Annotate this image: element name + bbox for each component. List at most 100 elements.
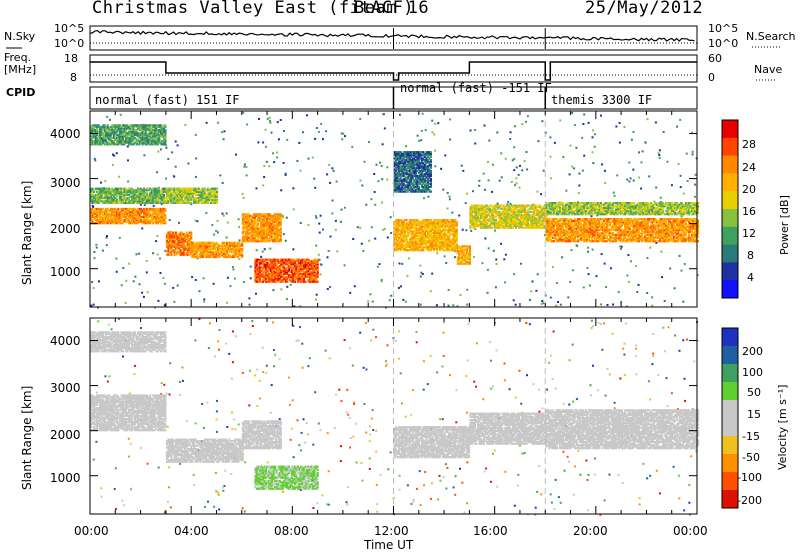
- power-cell-8: [443, 239, 446, 242]
- power-cell-2: [127, 130, 130, 133]
- power-cell-4: [216, 201, 219, 204]
- power-cell-0: [159, 212, 162, 215]
- power-speckle: [459, 294, 462, 296]
- power-cell-6: [272, 218, 275, 221]
- power-cell-6: [269, 213, 272, 216]
- power-cell-9: [393, 174, 396, 177]
- power-cell-4: [211, 187, 214, 190]
- power-cell-7: [312, 280, 315, 283]
- power-cell-0: [97, 207, 100, 211]
- power-cell-1: [138, 200, 141, 203]
- power-cell-3: [190, 231, 193, 234]
- power-cell-8: [408, 244, 411, 247]
- power-cell-6: [258, 219, 261, 222]
- power-cell-2: [115, 129, 118, 132]
- power-cell-8: [436, 241, 439, 244]
- power-cell-2: [115, 133, 118, 136]
- power-cell-8: [449, 222, 452, 225]
- power-cell-2: [138, 141, 141, 144]
- power-cell-8: [423, 233, 426, 236]
- power-cell-4: [193, 190, 196, 193]
- power-cell-8: [445, 228, 448, 231]
- power-cell-5: [207, 254, 210, 257]
- power-speckle: [314, 215, 317, 218]
- power-cell-7: [263, 258, 266, 261]
- power-cell-6: [258, 232, 261, 235]
- power-cell-8: [411, 234, 414, 238]
- power-cell-0: [131, 209, 134, 212]
- power-speckle: [458, 214, 461, 217]
- power-cell-2: [93, 125, 96, 129]
- power-cell-7: [296, 271, 299, 274]
- power-cell-6: [253, 232, 256, 235]
- power-cell-8: [426, 231, 429, 234]
- power-cell-2: [120, 132, 123, 135]
- power-cell-5: [207, 255, 210, 259]
- power-cell-7: [284, 269, 287, 272]
- power-cell-6: [258, 227, 261, 230]
- power-cell-2: [147, 127, 150, 130]
- power-cell-7: [254, 279, 257, 282]
- power-cell-8: [411, 242, 414, 245]
- power-cell-7: [280, 258, 283, 261]
- power-cell-2: [138, 132, 141, 135]
- power-cell-2: [141, 132, 144, 135]
- power-cell-6: [246, 214, 249, 218]
- power-speckle: [118, 236, 121, 239]
- power-cell-6: [250, 235, 253, 238]
- power-cell-0: [147, 209, 150, 212]
- power-cell-6: [279, 221, 282, 224]
- power-cell-6: [275, 240, 278, 243]
- power-cell-9: [407, 154, 410, 157]
- power-cell-0: [132, 222, 135, 225]
- power-speckle: [630, 260, 632, 263]
- power-cell-9: [423, 154, 426, 157]
- power-speckle: [526, 115, 529, 118]
- power-cell-8: [431, 247, 434, 250]
- power-cell-5: [209, 248, 212, 251]
- power-speckle: [302, 131, 304, 134]
- power-cell-6: [267, 232, 270, 235]
- power-cell-2: [162, 124, 165, 127]
- power-cell-2: [164, 132, 167, 135]
- power-cell-1: [97, 187, 100, 190]
- power-cell-2: [124, 125, 127, 129]
- power-cell-0: [156, 207, 159, 211]
- power-cell-1: [97, 200, 100, 203]
- power-speckle: [504, 157, 507, 160]
- power-cell-8: [436, 219, 439, 222]
- power-cell-1: [103, 187, 106, 190]
- power-cell-7: [313, 279, 316, 282]
- power-cell-6: [261, 236, 264, 240]
- power-cell-6: [247, 219, 250, 222]
- power-cell-1: [164, 201, 167, 204]
- power-cell-8: [419, 227, 422, 230]
- power-cell-5: [230, 243, 233, 246]
- power-cell-9: [429, 155, 432, 158]
- power-cell-7: [295, 260, 298, 263]
- power-cell-4: [165, 192, 168, 195]
- power-cell-2: [140, 140, 143, 143]
- power-cell-4: [208, 192, 211, 195]
- power-speckle: [340, 132, 343, 135]
- power-cell-6: [247, 214, 250, 218]
- power-cell-0: [156, 212, 159, 215]
- power-cell-0: [123, 218, 126, 222]
- power-cell-2: [97, 135, 100, 138]
- power-cell-7: [315, 275, 318, 279]
- power-speckle: [451, 211, 454, 214]
- power-cell-1: [131, 187, 134, 190]
- power-cell-9: [398, 179, 401, 182]
- power-cell-3: [185, 236, 188, 239]
- power-cell-3: [178, 234, 181, 237]
- power-cell-6: [256, 224, 259, 227]
- power-cell-7: [274, 280, 277, 283]
- power-cell-6: [246, 225, 249, 229]
- power-cell-0: [137, 220, 140, 223]
- power-cell-8: [396, 249, 399, 252]
- power-cell-1: [97, 192, 100, 195]
- power-cell-0: [112, 214, 115, 217]
- power-cell-6: [273, 227, 276, 230]
- power-cell-6: [276, 230, 279, 233]
- power-cell-9: [410, 176, 413, 179]
